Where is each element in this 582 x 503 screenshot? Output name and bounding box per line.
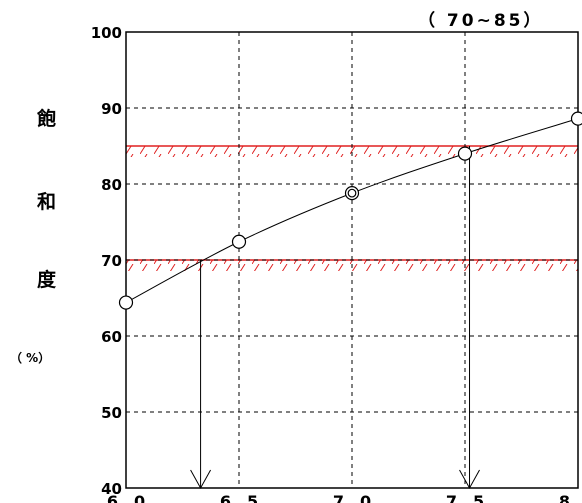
x-tick-label: 6．0 bbox=[107, 492, 145, 503]
data-point bbox=[457, 146, 473, 161]
x-tick-label: 6．5 bbox=[220, 492, 258, 503]
y-axis-unit: （ %） bbox=[10, 351, 51, 365]
plot-frame bbox=[125, 31, 579, 489]
y-tick-label: 50 bbox=[101, 404, 122, 422]
y-axis-label-char-3: 度 bbox=[37, 269, 57, 291]
y-tick-label: 40 bbox=[101, 480, 122, 498]
x-tick-label: 8．0 bbox=[559, 492, 582, 503]
y-tick-label: 100 bbox=[91, 24, 122, 42]
drop-arrowhead bbox=[190, 469, 212, 490]
y-axis-label-char-2: 和 bbox=[37, 191, 57, 213]
data-point bbox=[231, 234, 247, 249]
reference-band-hatch-85 bbox=[126, 146, 578, 157]
range-note: （ 70~85） bbox=[418, 11, 544, 31]
x-tick-label: 7．5 bbox=[446, 492, 484, 503]
y-tick-label: 90 bbox=[101, 100, 122, 118]
y-tick-label: 60 bbox=[101, 328, 122, 346]
data-point bbox=[118, 295, 134, 310]
y-tick-label: 80 bbox=[101, 176, 122, 194]
x-tick-label: 7．0 bbox=[333, 492, 371, 503]
y-tick-label: 70 bbox=[101, 252, 122, 270]
data-point bbox=[344, 186, 360, 201]
drop-arrowhead bbox=[459, 469, 480, 490]
data-point-inner-ring bbox=[347, 188, 357, 198]
data-point bbox=[570, 111, 582, 126]
y-axis-label-char-1: 飽 bbox=[37, 108, 57, 130]
